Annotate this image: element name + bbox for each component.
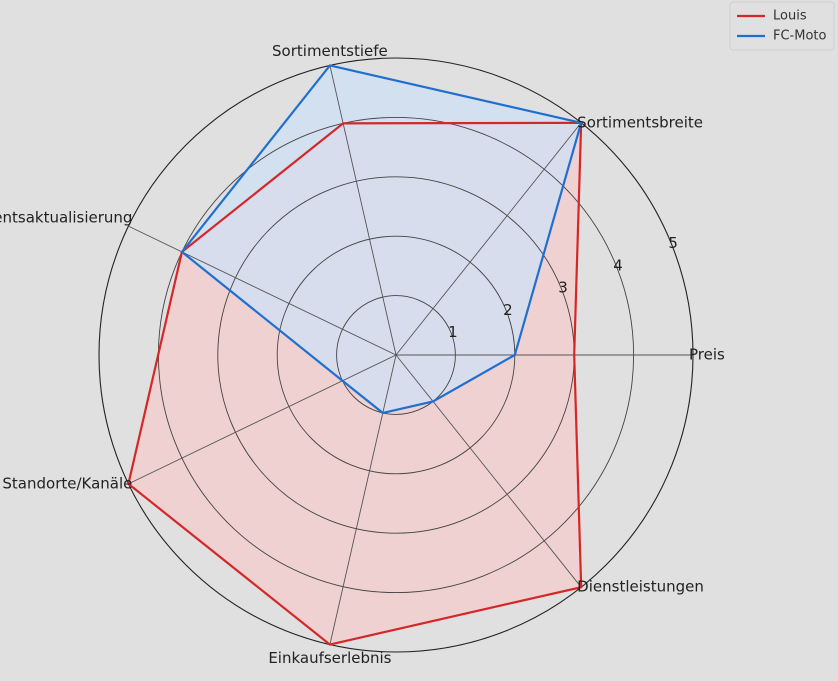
series-fills (128, 65, 582, 645)
legend-label-1: FC-Moto (773, 29, 827, 44)
spoke-3 (128, 225, 397, 356)
spoke-1 (395, 122, 582, 356)
category-label-3: Sortimentsaktualisierung (0, 209, 132, 227)
legend-label-0: Louis (773, 9, 807, 24)
tick-label-5: 5 (668, 234, 678, 252)
legend-frame (729, 1, 835, 51)
series-area-1 (181, 65, 582, 413)
series-lines (127, 64, 583, 646)
spoke-6 (395, 354, 582, 588)
legend: Louis FC-Moto (729, 1, 835, 51)
spoke-4 (128, 354, 397, 485)
category-labels: Preis Sortimentsbreite Sortimentstiefe Sort… (0, 42, 725, 667)
series-line-1 (180, 64, 583, 415)
spoke-5 (329, 354, 397, 645)
tick-label-2: 2 (503, 301, 513, 319)
radial-tick-labels: 1 2 3 4 5 (448, 234, 678, 341)
category-label-4: Standorte/Kanäle (2, 474, 132, 492)
category-label-0: Preis (689, 346, 725, 364)
tick-label-1: 1 (448, 323, 458, 341)
series-line-0 (127, 121, 583, 646)
category-label-6: Dienstleistungen (577, 578, 704, 596)
spoke-2 (329, 65, 397, 356)
category-label-1: Sortimentsbreite (577, 113, 703, 131)
category-label-2: Sortimentstiefe (272, 42, 388, 60)
category-label-5: Einkaufserlebnis (268, 649, 391, 667)
tick-label-4: 4 (613, 256, 623, 274)
tick-label-3: 3 (558, 279, 568, 297)
